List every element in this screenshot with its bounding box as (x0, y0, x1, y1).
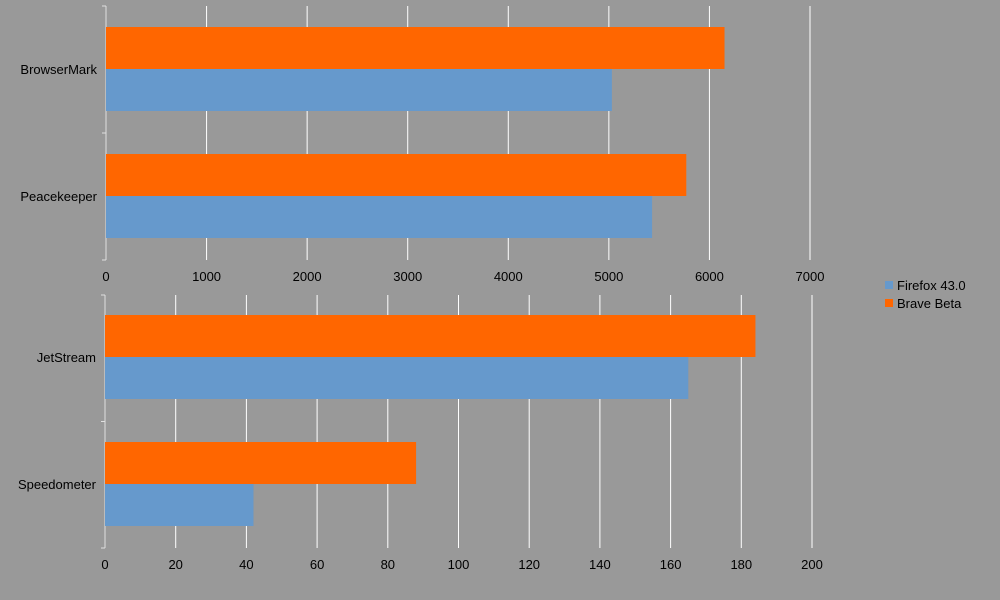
x-tick-label: 20 (168, 557, 182, 572)
x-tick-label: 180 (730, 557, 752, 572)
x-tick-label: 200 (801, 557, 823, 572)
category-label-jetstream: JetStream (37, 350, 96, 365)
x-tick-label: 120 (518, 557, 540, 572)
x-tick-label: 2000 (293, 269, 322, 284)
bar-jetstream-firefox (105, 357, 689, 399)
legend-label-firefox: Firefox 43.0 (897, 277, 966, 293)
x-tick-label: 140 (589, 557, 611, 572)
bar-browsermark-firefox (106, 69, 612, 111)
x-tick-label: 7000 (796, 269, 825, 284)
bar-browsermark-brave (106, 27, 725, 69)
x-tick-label: 100 (448, 557, 470, 572)
bar-speedometer-brave (105, 442, 417, 484)
x-tick-label: 4000 (494, 269, 523, 284)
bar-jetstream-brave (105, 315, 756, 357)
x-tick-label: 1000 (192, 269, 221, 284)
category-label-peacekeeper: Peacekeeper (20, 189, 97, 204)
category-label-speedometer: Speedometer (18, 477, 97, 492)
x-tick-label: 3000 (393, 269, 422, 284)
legend-item-firefox: Firefox 43.0 (885, 276, 966, 294)
x-tick-label: 0 (101, 557, 108, 572)
x-tick-label: 0 (102, 269, 109, 284)
bar-peacekeeper-firefox (106, 196, 653, 238)
x-tick-label: 40 (239, 557, 253, 572)
x-tick-label: 6000 (695, 269, 724, 284)
x-tick-label: 160 (660, 557, 682, 572)
x-tick-label: 80 (381, 557, 395, 572)
legend-item-brave: Brave Beta (885, 294, 966, 312)
bar-peacekeeper-brave (106, 154, 687, 196)
legend: Firefox 43.0 Brave Beta (885, 276, 966, 312)
legend-swatch-brave (885, 299, 893, 307)
legend-label-brave: Brave Beta (897, 295, 962, 311)
legend-swatch-firefox (885, 281, 893, 289)
x-tick-label: 5000 (594, 269, 623, 284)
bar-speedometer-firefox (105, 484, 254, 526)
category-label-browsermark: BrowserMark (20, 62, 97, 77)
x-tick-label: 60 (310, 557, 324, 572)
